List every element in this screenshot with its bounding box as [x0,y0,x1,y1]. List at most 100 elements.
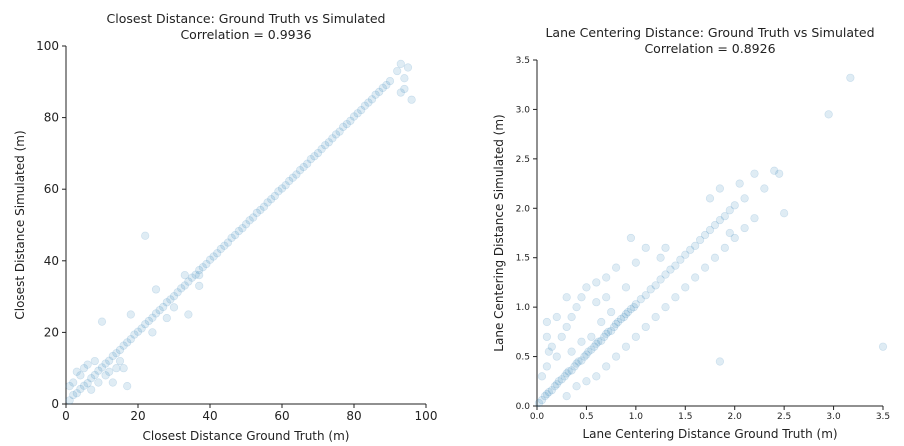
chart-title: Closest Distance: Ground Truth vs Simula… [107,11,386,26]
data-point [162,298,171,307]
x-tick-group: 0 20 40 60 80 100 [62,404,437,423]
x-tick-label: 0.5 [579,412,593,422]
data-point [141,320,150,329]
data-point [735,179,744,188]
data-point [572,303,581,312]
data-point [623,307,633,317]
data-point [715,184,724,193]
data-point [151,309,161,318]
data-point [371,90,380,99]
y-tick-label: 100 [36,39,59,53]
data-point [115,345,125,355]
data-point [621,342,631,351]
data-point [173,288,182,297]
data-point [321,141,330,150]
data-point [562,322,571,332]
y-tick-label: 0 [51,397,59,411]
data-point [148,328,157,337]
data-point [691,273,700,282]
data-point [567,366,576,375]
data-point [249,213,258,222]
data-point [562,392,571,401]
data-point [148,313,157,322]
data-point [396,59,405,69]
data-point [570,362,579,371]
data-point [375,87,384,96]
data-point [151,285,161,294]
data-point [299,162,308,172]
x-tick-label: 3.0 [826,412,841,422]
x-tick-group: 0.0 0.5 1.0 1.5 2.0 2.5 3.0 3.5 [530,406,890,422]
y-tick-label: 1.0 [516,303,531,313]
data-point [592,339,601,348]
data-point [641,322,650,332]
data-point [602,273,611,282]
data-point [238,224,247,233]
data-point [584,347,593,356]
data-point [740,223,749,233]
y-axis-label: Closest Distance Simulated (m) [13,130,27,319]
data-point [621,283,631,292]
data-point [567,312,576,322]
data-point [557,375,566,384]
data-point [331,130,341,139]
data-point [256,205,265,215]
y-tick-group: 0.0 0.5 1.0 1.5 2.0 2.5 3.0 3.5 [516,56,537,412]
data-point [552,352,561,361]
data-point [610,322,619,332]
data-point [824,110,833,119]
data-point [641,243,650,252]
data-point [245,216,254,225]
data-point [577,337,586,346]
data-point [611,263,621,272]
data-point [400,84,409,94]
data-point [303,159,312,168]
data-point [324,138,333,147]
data-point [700,263,710,272]
data-point [730,201,739,210]
data-point [227,233,236,242]
x-tick-label: 2.5 [777,412,791,422]
scatter-points [65,59,416,405]
data-point [144,316,153,326]
data-point [263,198,272,207]
data-point [582,283,591,292]
data-point [97,317,107,326]
data-point [216,244,225,254]
data-point [65,396,74,405]
data-point [184,310,193,319]
data-point [686,245,695,254]
data-point [112,349,121,358]
data-point [292,170,301,179]
y-axis-label: Lane Centering Distance Simulated (m) [492,114,506,351]
data-point [636,295,645,304]
data-point [574,357,583,366]
y-tick-group: 0 20 40 60 80 100 [36,39,66,411]
data-point [198,263,207,272]
y-tick-label: 40 [44,254,59,268]
data-point [544,347,553,356]
data-point [671,261,680,270]
data-point [166,295,175,304]
x-tick-label: 60 [274,409,289,423]
y-tick-label: 3.5 [516,56,530,66]
data-point [572,382,581,391]
data-point [681,250,690,259]
data-point [631,332,640,341]
data-point [141,231,150,240]
data-point [616,314,626,324]
data-point [281,181,290,190]
data-point [550,382,559,391]
data-point [205,255,215,264]
data-point [288,173,297,182]
data-point [587,345,596,354]
x-tick-label: 3.5 [876,412,890,422]
data-point [353,109,362,118]
data-point [339,122,348,132]
data-point [83,379,92,388]
data-point [715,357,724,366]
data-point [846,73,855,82]
data-point [407,95,416,104]
data-point [611,352,621,361]
